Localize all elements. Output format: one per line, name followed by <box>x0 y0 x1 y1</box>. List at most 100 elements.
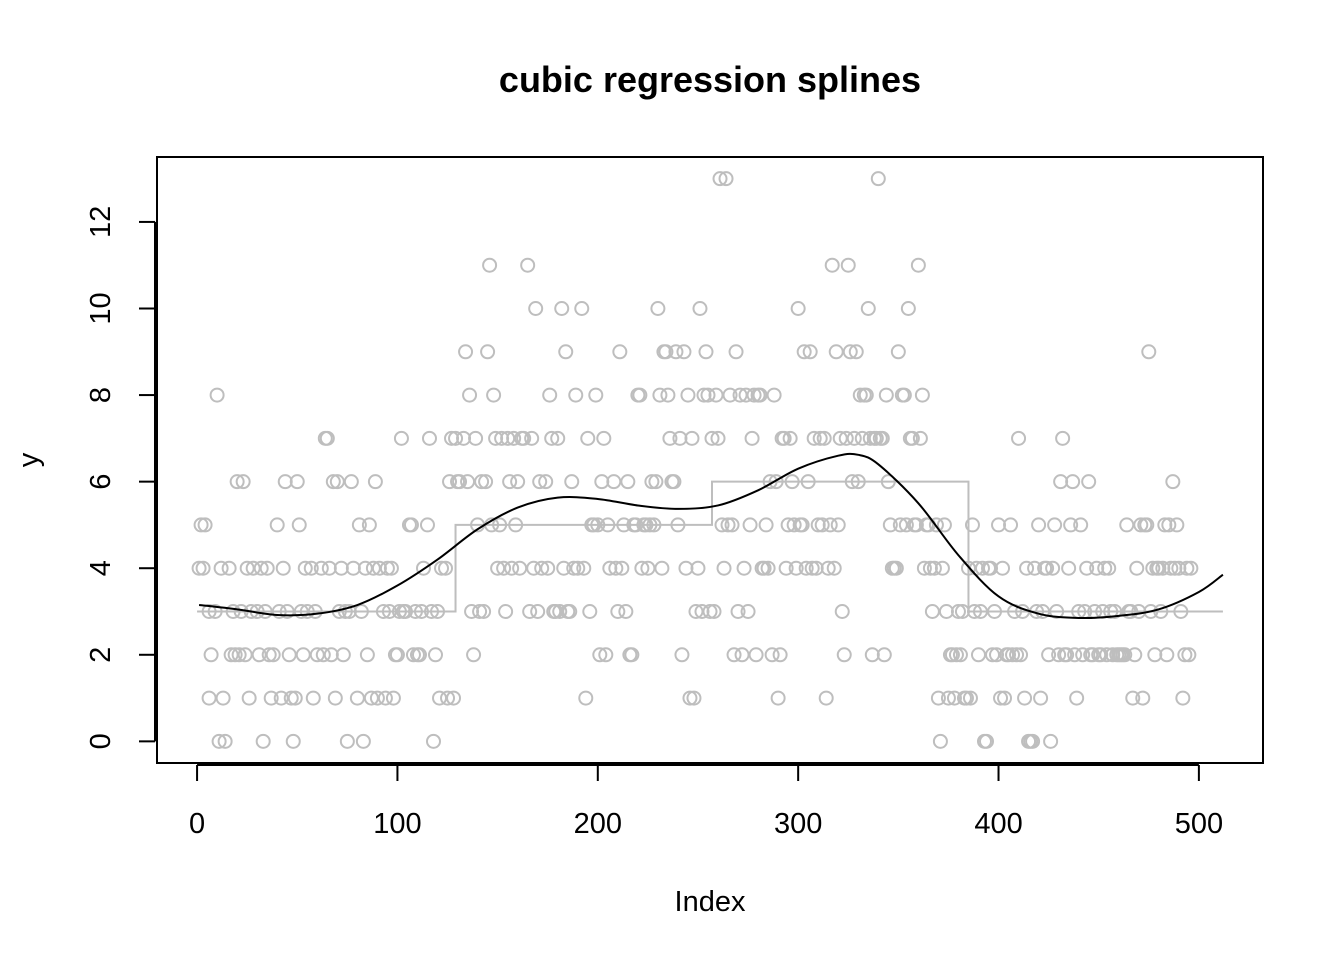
data-point <box>770 690 786 706</box>
data-point <box>490 560 506 576</box>
data-point <box>383 560 399 576</box>
data-point <box>930 690 946 706</box>
data-point <box>676 344 692 360</box>
data-point <box>580 430 596 446</box>
y-tick-label: 8 <box>85 387 117 403</box>
data-point <box>758 517 774 533</box>
data-point <box>564 474 580 490</box>
data-point <box>1169 517 1185 533</box>
data-point <box>1145 560 1161 576</box>
data-point <box>974 560 990 576</box>
data-point <box>361 517 377 533</box>
data-point <box>476 604 492 619</box>
data-point <box>508 517 524 533</box>
data-point <box>520 257 536 273</box>
data-point <box>632 387 648 403</box>
data-point <box>882 517 898 533</box>
data-point <box>1161 517 1177 533</box>
data-point <box>674 647 690 663</box>
data-point <box>1025 733 1041 749</box>
data-point <box>1055 430 1071 446</box>
data-point <box>712 171 728 187</box>
data-point <box>229 474 245 490</box>
data-point <box>912 430 928 446</box>
data-point <box>363 690 379 706</box>
data-point <box>243 604 259 619</box>
data-point <box>1101 560 1117 576</box>
data-point <box>438 560 454 576</box>
data-point <box>692 301 708 316</box>
data-point <box>544 430 560 446</box>
data-point <box>874 430 890 446</box>
data-point <box>824 257 840 273</box>
data-point <box>1097 560 1113 576</box>
data-point <box>231 647 247 663</box>
data-point <box>377 690 393 706</box>
data-point <box>1061 560 1077 576</box>
data-point <box>708 387 724 403</box>
data-point <box>313 560 329 576</box>
data-point <box>335 647 351 663</box>
data-point <box>1159 647 1175 663</box>
data-point <box>556 560 572 576</box>
data-point <box>415 560 431 576</box>
data-point <box>496 560 512 576</box>
data-point <box>237 647 253 663</box>
data-point <box>666 474 682 490</box>
data-point <box>586 517 602 533</box>
data-point <box>325 474 341 490</box>
data-point <box>486 387 502 403</box>
data-point <box>1043 733 1059 749</box>
data-point <box>782 430 798 446</box>
data-point <box>574 301 590 316</box>
data-point <box>924 604 940 619</box>
data-point <box>492 517 508 533</box>
data-point <box>1003 517 1019 533</box>
data-point <box>646 517 662 533</box>
data-point <box>329 474 345 490</box>
data-point <box>624 647 640 663</box>
data-point <box>1045 560 1061 576</box>
data-point <box>478 474 494 490</box>
data-point <box>195 560 211 576</box>
data-point <box>987 604 1003 619</box>
data-point <box>826 560 842 576</box>
data-point <box>353 604 369 619</box>
data-point <box>289 474 305 490</box>
data-point <box>668 344 684 360</box>
data-point <box>762 474 778 490</box>
data-point <box>698 344 714 360</box>
data-point <box>898 517 914 533</box>
y-tick-label: 10 <box>85 292 117 324</box>
data-point <box>251 647 267 663</box>
data-point <box>307 604 323 619</box>
data-point <box>1033 690 1049 706</box>
data-point <box>516 430 532 446</box>
data-point <box>1059 647 1075 663</box>
data-point <box>800 474 816 490</box>
data-point <box>407 604 423 619</box>
data-point <box>1017 690 1033 706</box>
data-point <box>1079 560 1095 576</box>
data-point <box>914 387 930 403</box>
data-point <box>303 560 319 576</box>
data-point <box>838 430 854 446</box>
data-point <box>327 690 343 706</box>
data-point <box>714 517 730 533</box>
data-point <box>820 560 836 576</box>
data-point <box>554 301 570 316</box>
data-point <box>638 517 654 533</box>
data-point <box>211 733 227 749</box>
data-point <box>458 344 474 360</box>
data-point <box>1173 604 1189 619</box>
data-point <box>480 344 496 360</box>
data-point <box>526 560 542 576</box>
data-point <box>940 690 956 706</box>
data-point <box>768 474 784 490</box>
data-point <box>993 690 1009 706</box>
data-point <box>355 733 371 749</box>
step-line <box>197 480 1223 613</box>
data-point <box>952 647 968 663</box>
data-point <box>197 517 213 533</box>
data-point <box>530 604 546 619</box>
